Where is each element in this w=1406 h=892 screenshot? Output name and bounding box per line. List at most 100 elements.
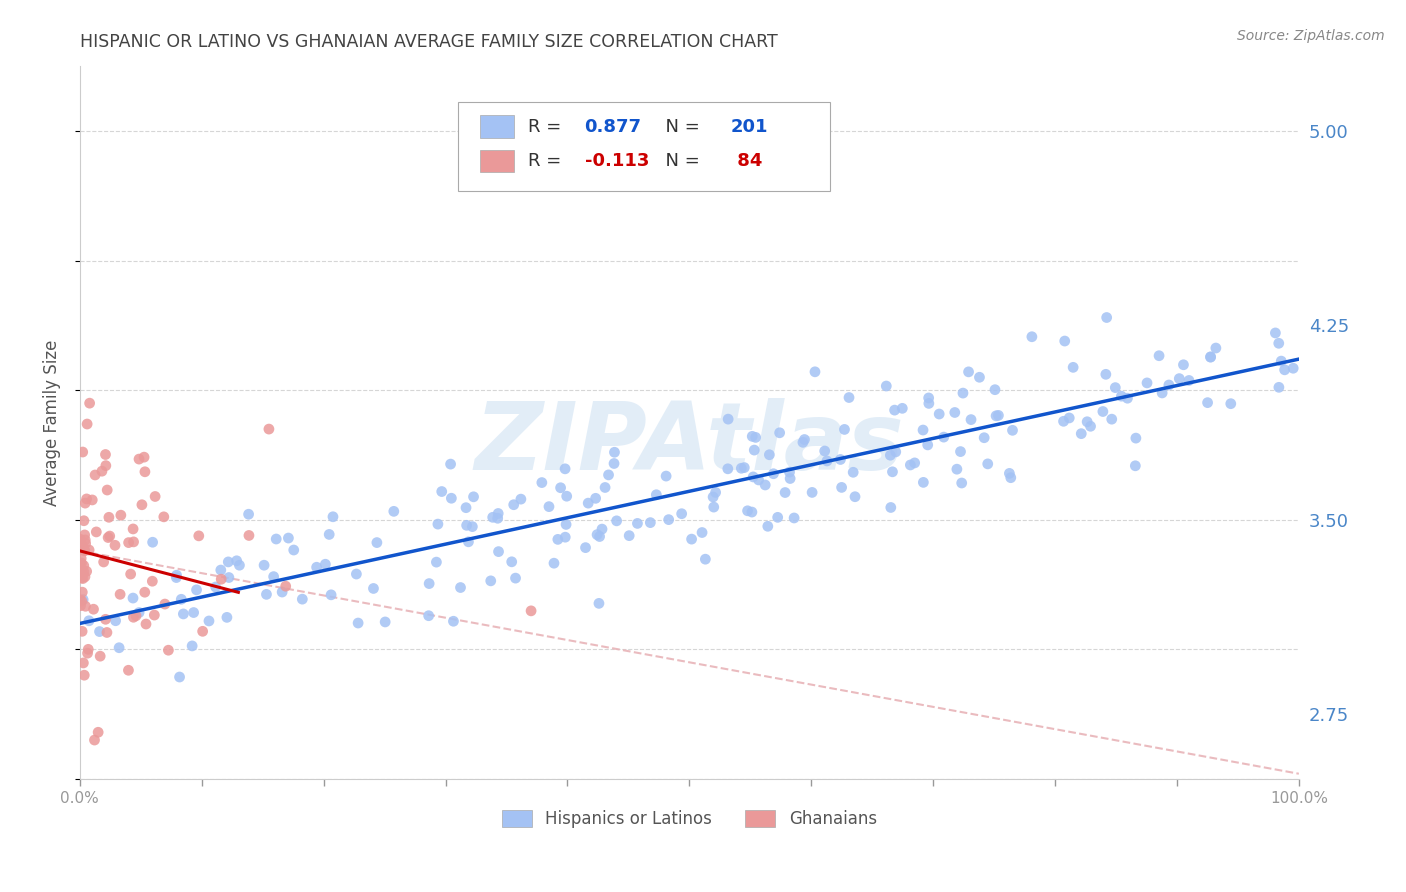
Point	[238, 507, 260, 521]
Point	[960, 412, 983, 426]
Point	[169, 670, 191, 684]
Point	[75, 536, 97, 550]
Point	[73, 528, 96, 542]
Point	[586, 527, 609, 541]
Point	[283, 543, 305, 558]
Point	[883, 403, 905, 417]
Point	[73, 570, 96, 584]
Text: 84: 84	[731, 152, 762, 170]
Point	[75, 533, 97, 547]
Text: N =: N =	[654, 118, 706, 136]
Point	[773, 485, 796, 500]
Point	[322, 509, 344, 524]
Point	[443, 614, 465, 628]
Point	[122, 591, 145, 605]
Point	[93, 555, 115, 569]
Point	[603, 457, 626, 471]
Point	[555, 517, 578, 532]
Point	[187, 529, 209, 543]
Point	[125, 608, 148, 623]
Point	[619, 529, 641, 543]
Point	[170, 592, 193, 607]
Point	[271, 585, 294, 599]
Point	[104, 538, 127, 552]
Point	[314, 558, 336, 572]
Point	[209, 572, 232, 586]
Point	[425, 555, 447, 569]
Point	[502, 498, 524, 512]
Point	[96, 625, 118, 640]
Point	[70, 624, 93, 639]
Point	[70, 556, 93, 570]
Point	[228, 558, 250, 573]
Point	[73, 565, 96, 579]
Point	[79, 396, 101, 410]
Point	[918, 396, 941, 410]
Point	[87, 725, 110, 739]
Point	[834, 422, 856, 436]
Point	[84, 467, 107, 482]
Point	[70, 594, 93, 608]
Point	[143, 490, 166, 504]
Point	[1125, 431, 1147, 445]
Point	[792, 435, 814, 450]
Point	[90, 464, 112, 478]
Text: ZIPAtlas: ZIPAtlas	[474, 398, 904, 490]
Point	[256, 587, 278, 601]
Point	[588, 529, 610, 543]
Point	[253, 558, 276, 573]
Point	[606, 514, 628, 528]
Point	[128, 606, 150, 620]
Point	[554, 462, 576, 476]
FancyBboxPatch shape	[479, 115, 513, 138]
Point	[117, 535, 139, 549]
Point	[879, 448, 901, 462]
Point	[1264, 326, 1286, 340]
Point	[891, 401, 914, 416]
Point	[766, 510, 789, 524]
Point	[479, 574, 502, 588]
Point	[1147, 349, 1170, 363]
Point	[165, 570, 187, 584]
Point	[1070, 426, 1092, 441]
Text: HISPANIC OR LATINO VS GHANAIAN AVERAGE FAMILY SIZE CORRELATION CHART: HISPANIC OR LATINO VS GHANAIAN AVERAGE F…	[80, 33, 778, 51]
Point	[426, 517, 449, 532]
Point	[318, 527, 340, 541]
Point	[598, 467, 620, 482]
Point	[1173, 358, 1195, 372]
Text: N =: N =	[654, 152, 706, 170]
Point	[509, 492, 531, 507]
Point	[530, 475, 553, 490]
Point	[733, 460, 755, 475]
Point	[73, 514, 96, 528]
Point	[104, 614, 127, 628]
Point	[128, 452, 150, 467]
Point	[122, 522, 145, 536]
Point	[142, 535, 165, 549]
Point	[97, 510, 120, 524]
Point	[1270, 354, 1292, 368]
Point	[844, 490, 866, 504]
Point	[72, 656, 94, 670]
Point	[69, 565, 91, 579]
Point	[209, 563, 232, 577]
Point	[702, 490, 724, 504]
Point	[72, 445, 94, 459]
FancyBboxPatch shape	[479, 150, 513, 172]
Point	[703, 500, 725, 514]
Point	[157, 643, 180, 657]
Point	[69, 538, 91, 552]
Point	[153, 597, 176, 611]
Point	[957, 365, 980, 379]
Point	[257, 422, 280, 436]
Point	[238, 528, 260, 542]
Point	[463, 490, 485, 504]
Point	[779, 465, 801, 479]
Point	[574, 541, 596, 555]
Point	[382, 504, 405, 518]
Point	[717, 412, 740, 426]
Point	[218, 570, 240, 584]
Point	[501, 555, 523, 569]
Point	[69, 541, 91, 556]
Point	[741, 505, 763, 519]
